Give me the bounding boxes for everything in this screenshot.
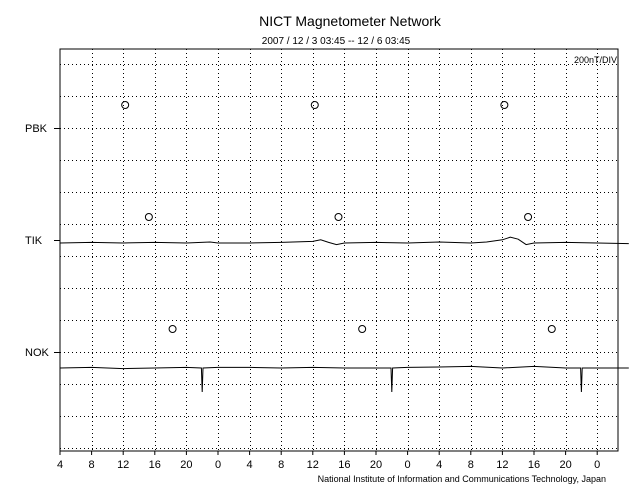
x-tick-label: 20 [180,459,192,471]
x-tick-label: 4 [57,459,63,471]
noon-marker [310,101,319,109]
noon-marker [358,325,367,333]
x-tick-label: 0 [594,459,600,471]
scale-label: 200nT/DIV [574,55,617,65]
noon-marker [144,213,153,221]
noon-marker [547,325,556,333]
trace-tik [59,236,629,246]
x-tick-label: 0 [405,459,411,471]
x-tick-label: 12 [307,459,319,471]
x-tick-label: 4 [436,459,442,471]
noon-marker [334,213,343,221]
x-tick-label: 12 [496,459,508,471]
x-tick-label: 8 [89,459,95,471]
noon-marker [524,213,533,221]
noon-marker [500,101,509,109]
x-tick-label: 12 [117,459,129,471]
traces [59,236,629,393]
x-tick-label: 20 [559,459,571,471]
x-tick-label: 4 [247,459,253,471]
noon-marker [168,325,177,333]
footer-credit: National Institute of Information and Co… [318,474,606,484]
x-tick-label: 16 [338,459,350,471]
noon-marker [121,101,130,109]
trace-nok [59,365,629,393]
station-labels: PBK TIK NOK [25,123,60,359]
chart-title: NICT Magnetometer Network [259,13,442,29]
x-tick-label: 8 [468,459,474,471]
station-label-tik: TIK [25,235,43,247]
grid [60,49,618,451]
x-tick-label: 16 [149,459,161,471]
station-label-nok: NOK [25,347,50,359]
station-label-pbk: PBK [25,123,48,135]
plot-frame [59,48,619,452]
x-tick-labels: 4 8 12 16 20 0 4 8 12 16 20 0 4 8 12 16 20 0 [57,451,600,471]
noon-markers [121,101,556,333]
x-tick-label: 20 [370,459,382,471]
x-tick-label: 8 [278,459,284,471]
x-tick-label: 0 [215,459,221,471]
chart-subtitle: 2007 / 12 / 3 03:45 -- 12 / 6 03:45 [262,36,411,47]
x-tick-label: 16 [528,459,540,471]
